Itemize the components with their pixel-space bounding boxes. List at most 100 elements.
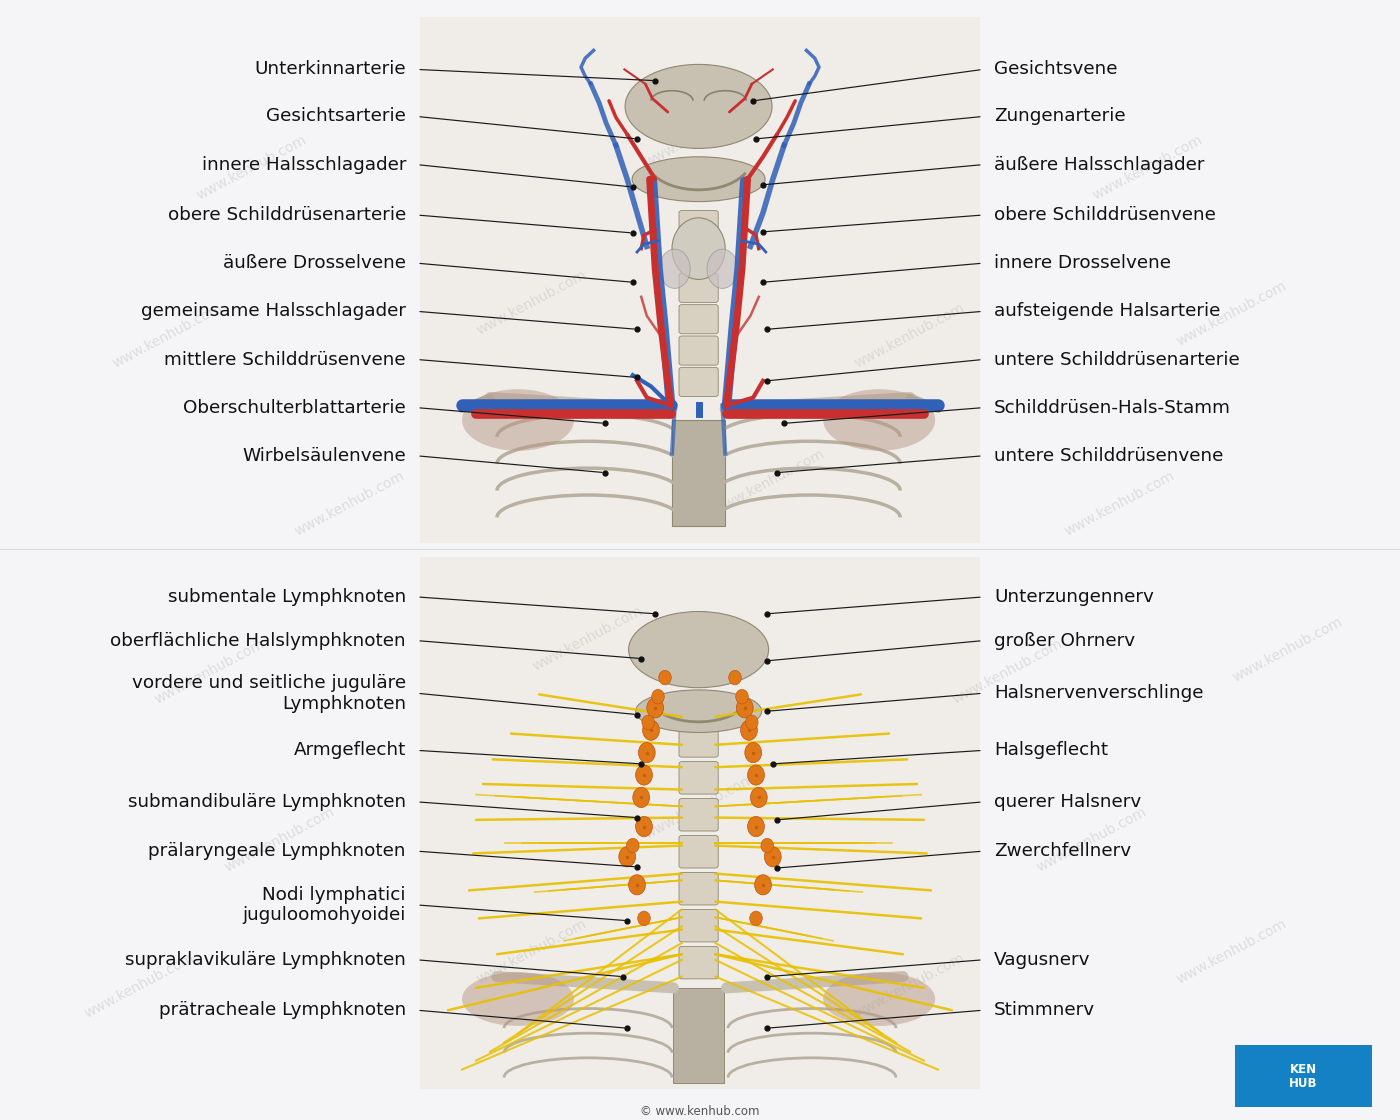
- Ellipse shape: [745, 743, 762, 763]
- Text: www.kenhub.com: www.kenhub.com: [293, 469, 407, 539]
- Text: äußere Halsschlagader: äußere Halsschlagader: [994, 156, 1204, 174]
- Ellipse shape: [643, 716, 655, 730]
- Text: www.kenhub.com: www.kenhub.com: [83, 951, 197, 1020]
- Ellipse shape: [638, 743, 655, 763]
- Text: Zwerchfellnerv: Zwerchfellnerv: [994, 842, 1131, 860]
- Text: aufsteigende Halsarterie: aufsteigende Halsarterie: [994, 302, 1221, 320]
- Ellipse shape: [823, 972, 935, 1026]
- Text: prälaryngeale Lymphknoten: prälaryngeale Lymphknoten: [148, 842, 406, 860]
- Ellipse shape: [748, 816, 764, 837]
- Text: www.kenhub.com: www.kenhub.com: [153, 637, 267, 707]
- Ellipse shape: [750, 787, 767, 808]
- Bar: [420, 17, 980, 543]
- Text: Stimmnerv: Stimmnerv: [994, 1001, 1095, 1019]
- Text: submandibuläre Lymphknoten: submandibuläre Lymphknoten: [127, 793, 406, 811]
- Ellipse shape: [633, 787, 650, 808]
- Text: www.kenhub.com: www.kenhub.com: [1231, 615, 1345, 684]
- Text: Halsnervenverschlinge: Halsnervenverschlinge: [994, 684, 1204, 702]
- Ellipse shape: [672, 217, 725, 280]
- Text: Unterkinnarterie: Unterkinnarterie: [255, 60, 406, 78]
- FancyBboxPatch shape: [679, 336, 718, 365]
- Text: www.kenhub.com: www.kenhub.com: [475, 917, 589, 987]
- Ellipse shape: [462, 390, 574, 450]
- Text: www.kenhub.com: www.kenhub.com: [643, 100, 757, 169]
- Ellipse shape: [629, 612, 769, 688]
- Text: www.kenhub.com: www.kenhub.com: [643, 772, 757, 841]
- Text: Gesichtsvene: Gesichtsvene: [994, 60, 1117, 78]
- Text: obere Schilddrüsenvene: obere Schilddrüsenvene: [994, 206, 1215, 224]
- FancyBboxPatch shape: [679, 762, 718, 794]
- Ellipse shape: [750, 912, 762, 925]
- Text: äußere Drosselvene: äußere Drosselvene: [223, 254, 406, 272]
- Text: www.kenhub.com: www.kenhub.com: [475, 268, 589, 337]
- Ellipse shape: [764, 847, 781, 867]
- FancyBboxPatch shape: [679, 367, 718, 396]
- Text: www.kenhub.com: www.kenhub.com: [531, 604, 645, 673]
- Bar: [1235, 1045, 1372, 1107]
- Text: www.kenhub.com: www.kenhub.com: [1063, 469, 1177, 539]
- Text: www.kenhub.com: www.kenhub.com: [1175, 917, 1289, 987]
- Ellipse shape: [659, 670, 672, 684]
- FancyBboxPatch shape: [679, 909, 718, 942]
- FancyBboxPatch shape: [679, 305, 718, 334]
- Ellipse shape: [748, 765, 764, 785]
- Text: untere Schilddrüsenarterie: untere Schilddrüsenarterie: [994, 351, 1240, 368]
- Text: vordere und seitliche juguläre
Lymphknoten: vordere und seitliche juguläre Lymphknot…: [132, 674, 406, 712]
- Text: querer Halsnerv: querer Halsnerv: [994, 793, 1141, 811]
- FancyBboxPatch shape: [679, 273, 718, 302]
- Bar: [420, 557, 980, 1089]
- Ellipse shape: [746, 716, 759, 730]
- FancyBboxPatch shape: [679, 872, 718, 905]
- Text: großer Ohrnerv: großer Ohrnerv: [994, 632, 1135, 650]
- Ellipse shape: [643, 720, 659, 740]
- Bar: [672, 420, 725, 526]
- Ellipse shape: [636, 690, 762, 732]
- Ellipse shape: [707, 249, 738, 289]
- Text: obere Schilddrüsenarterie: obere Schilddrüsenarterie: [168, 206, 406, 224]
- Ellipse shape: [636, 816, 652, 837]
- Ellipse shape: [647, 698, 664, 718]
- Text: www.kenhub.com: www.kenhub.com: [1091, 133, 1205, 203]
- FancyBboxPatch shape: [679, 946, 718, 979]
- Text: www.kenhub.com: www.kenhub.com: [951, 637, 1065, 707]
- Text: Wirbelsäulenvene: Wirbelsäulenvene: [242, 447, 406, 465]
- Ellipse shape: [652, 690, 664, 703]
- Text: www.kenhub.com: www.kenhub.com: [1175, 279, 1289, 348]
- Text: www.kenhub.com: www.kenhub.com: [713, 447, 827, 516]
- Text: innere Halsschlagader: innere Halsschlagader: [202, 156, 406, 174]
- Ellipse shape: [741, 720, 757, 740]
- Text: oberflächliche Halslymphknoten: oberflächliche Halslymphknoten: [111, 632, 406, 650]
- Text: www.kenhub.com: www.kenhub.com: [223, 805, 337, 875]
- FancyBboxPatch shape: [679, 242, 718, 271]
- Ellipse shape: [627, 838, 638, 853]
- Ellipse shape: [619, 847, 636, 867]
- Ellipse shape: [659, 249, 690, 289]
- Text: www.kenhub.com: www.kenhub.com: [853, 951, 967, 1020]
- Text: innere Drosselvene: innere Drosselvene: [994, 254, 1170, 272]
- Text: supraklavikuläre Lymphknoten: supraklavikuläre Lymphknoten: [125, 951, 406, 969]
- Text: Schilddrüsen-Hals-Stamm: Schilddrüsen-Hals-Stamm: [994, 399, 1231, 417]
- Ellipse shape: [755, 875, 771, 895]
- Ellipse shape: [633, 157, 764, 202]
- Text: www.kenhub.com: www.kenhub.com: [111, 301, 225, 371]
- Text: KEN
HUB: KEN HUB: [1289, 1063, 1317, 1090]
- Text: Unterzungennerv: Unterzungennerv: [994, 588, 1154, 606]
- Text: Gesichtsarterie: Gesichtsarterie: [266, 108, 406, 125]
- Text: Oberschulterblattarterie: Oberschulterblattarterie: [183, 399, 406, 417]
- Text: Vagusnerv: Vagusnerv: [994, 951, 1091, 969]
- Ellipse shape: [736, 698, 753, 718]
- Text: submentale Lymphknoten: submentale Lymphknoten: [168, 588, 406, 606]
- Text: Armgeflecht: Armgeflecht: [294, 741, 406, 759]
- Text: gemeinsame Halsschlagader: gemeinsame Halsschlagader: [141, 302, 406, 320]
- Text: © www.kenhub.com: © www.kenhub.com: [640, 1104, 760, 1118]
- Ellipse shape: [638, 912, 650, 925]
- FancyBboxPatch shape: [679, 799, 718, 831]
- Text: prätracheale Lymphknoten: prätracheale Lymphknoten: [158, 1001, 406, 1019]
- Text: Zungenarterie: Zungenarterie: [994, 108, 1126, 125]
- Ellipse shape: [636, 765, 652, 785]
- Text: untere Schilddrüsenvene: untere Schilddrüsenvene: [994, 447, 1224, 465]
- Ellipse shape: [736, 690, 748, 703]
- Text: Nodi lymphatici
juguloomohyoidei: Nodi lymphatici juguloomohyoidei: [242, 886, 406, 924]
- Text: www.kenhub.com: www.kenhub.com: [195, 133, 309, 203]
- FancyBboxPatch shape: [679, 836, 718, 868]
